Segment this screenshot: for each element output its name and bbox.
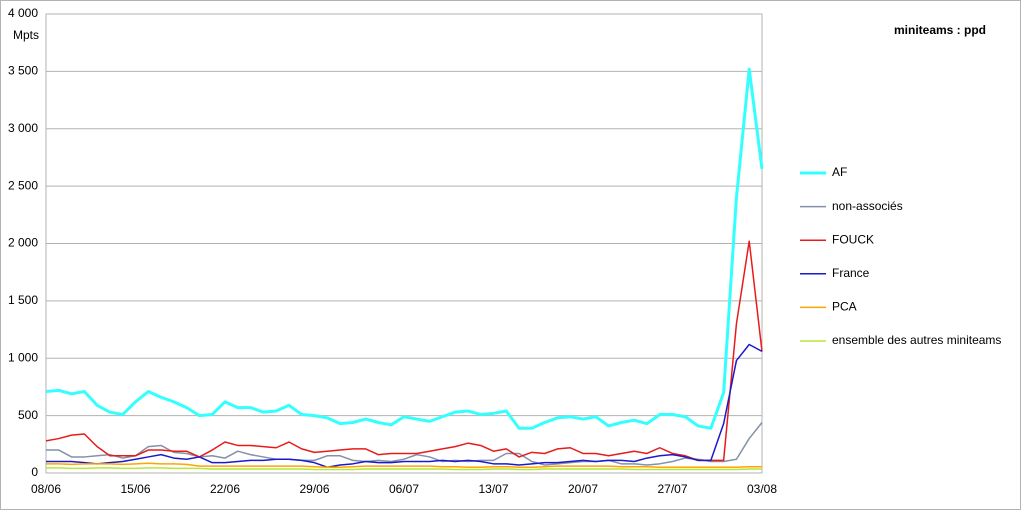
legend-label: PCA [832,300,857,314]
legend-label: non-associés [832,199,903,213]
y-axis-label: Mpts [13,28,39,42]
chart-title: miniteams : ppd [894,23,986,37]
plot-frame [45,13,763,474]
series-line [46,467,762,471]
y-tick-label: 1 000 [8,350,38,364]
x-tick-label: 22/06 [210,482,240,496]
series-line [45,240,763,462]
legend-label: FOUCK [832,232,874,246]
y-tick-label: 500 [18,408,38,422]
series-line [46,343,763,469]
y-tick-label: 3 000 [8,121,38,135]
x-tick-label: 15/06 [120,482,150,496]
x-tick-label: 06/07 [389,482,419,496]
series-line [45,67,764,430]
series-line [46,462,762,469]
x-tick-label: 27/07 [657,482,687,496]
y-tick-label: 1 500 [8,293,38,307]
x-tick-label: 03/08 [747,482,777,496]
legend-label: ensemble des autres miniteams [832,333,1001,347]
y-tick-label: 2 000 [8,236,38,250]
legend-label: AF [832,165,847,179]
y-tick-label: 3 500 [8,64,38,78]
y-tick-label: 4 000 [8,6,38,20]
x-tick-label: 29/06 [299,482,329,496]
legend-label: France [832,266,870,280]
x-tick-label: 08/06 [31,482,61,496]
x-tick-label: 20/07 [568,482,598,496]
y-tick-label: 0 [31,465,38,479]
series-line [46,422,763,466]
x-tick-label: 13/07 [478,482,508,496]
y-tick-label: 2 500 [8,178,38,192]
